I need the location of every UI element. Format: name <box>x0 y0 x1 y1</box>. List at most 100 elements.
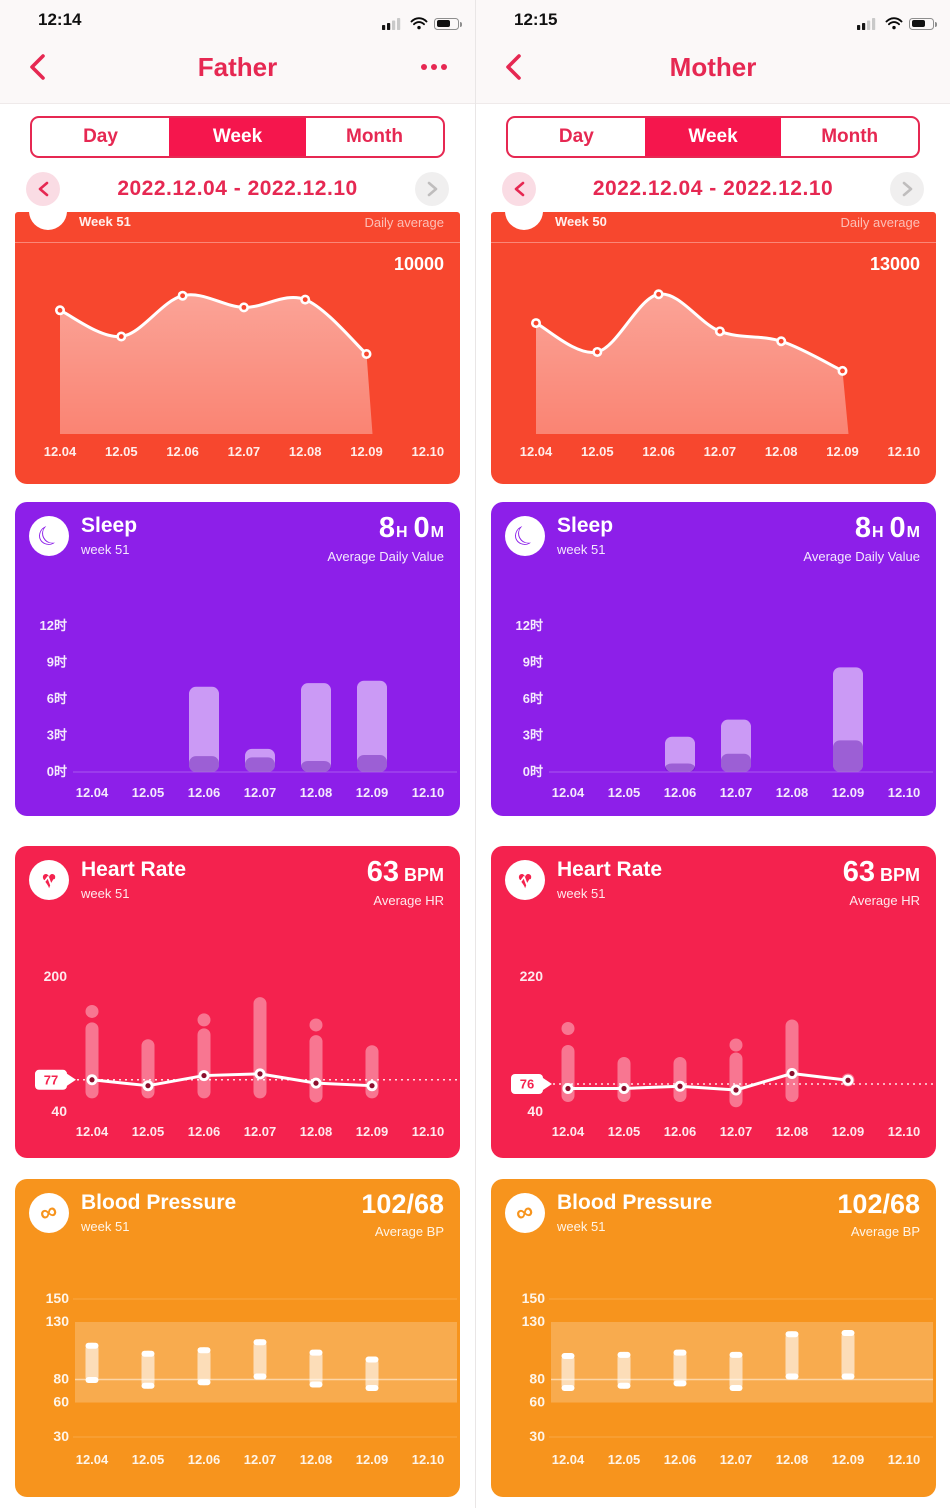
svg-text:12.05: 12.05 <box>132 1452 165 1467</box>
svg-text:12.05: 12.05 <box>608 785 641 800</box>
status-icons <box>382 17 462 30</box>
svg-text:130: 130 <box>46 1313 70 1329</box>
svg-text:12.06: 12.06 <box>664 785 697 800</box>
app-header: Father <box>0 32 475 104</box>
clock: 12:15 <box>514 10 558 29</box>
blood-pressure-icon: ∞ <box>505 1193 545 1233</box>
status-bar: 12:14 <box>0 0 475 32</box>
chevron-right-icon <box>902 181 912 197</box>
svg-text:30: 30 <box>53 1428 69 1444</box>
pulse-line-icon <box>38 876 60 886</box>
tab-week[interactable]: Week <box>644 118 782 156</box>
card-title: Blood Pressure <box>557 1191 713 1214</box>
more-menu-button[interactable] <box>421 64 447 70</box>
heart-rate-chart: 200 40 77 12.04 12.05 12.06 12.07 12.08 12.09 12.… <box>35 968 457 1139</box>
card-week-label: week 51 <box>557 886 606 901</box>
svg-text:77: 77 <box>44 1072 58 1087</box>
card-title: Sleep <box>81 514 138 537</box>
svg-text:12.07: 12.07 <box>704 444 737 459</box>
bp-value: 102/68 <box>361 1189 444 1219</box>
tab-month[interactable]: Month <box>821 126 879 147</box>
steps-week-label: Week 51 <box>79 214 131 229</box>
svg-text:12.10: 12.10 <box>412 1452 445 1467</box>
svg-text:12.04: 12.04 <box>552 1452 585 1467</box>
period-tabs: Day Week Month <box>506 116 920 158</box>
sleep-chart: 12时 9时 6时 3时 0时 12.04 12.05 12.06 12.07 12.08 12.0… <box>516 618 933 800</box>
tab-week[interactable]: Week <box>169 118 306 156</box>
card-title: Sleep <box>557 514 614 537</box>
tab-month[interactable]: Month <box>346 126 403 147</box>
svg-text:12.08: 12.08 <box>776 1452 809 1467</box>
svg-text:12.06: 12.06 <box>188 1452 221 1467</box>
svg-text:130: 130 <box>522 1313 546 1329</box>
heart-card-header: ♥ Heart Rate week 51 63 BPM Average HR <box>15 846 460 936</box>
sleep-card: ☾ Sleep week 51 8H 0M Average Daily Value… <box>15 502 460 816</box>
tab-day[interactable]: Day <box>83 126 118 147</box>
heart-rate-card: ♥ Heart Rate week 51 63 BPM Average HR 20… <box>15 846 460 1158</box>
svg-text:12.05: 12.05 <box>132 1124 165 1139</box>
svg-text:12.08: 12.08 <box>776 785 809 800</box>
sleep-subtitle: Average Daily Value <box>327 549 444 564</box>
svg-text:40: 40 <box>51 1103 67 1119</box>
sleep-value: 8H 0M <box>854 512 920 544</box>
svg-text:12.07: 12.07 <box>244 1452 277 1467</box>
card-week-label: week 51 <box>81 886 130 901</box>
heart-rate-value: 63 BPM <box>842 856 920 888</box>
steps-icon <box>29 212 67 230</box>
prev-week-button[interactable] <box>502 172 536 206</box>
card-title: Heart Rate <box>81 858 187 881</box>
date-range: 2022.12.04 - 2022.12.10 <box>592 177 834 200</box>
steps-average-value: 10000 <box>393 254 444 274</box>
svg-text:0时: 0时 <box>47 764 67 779</box>
blood-pressure-card: ∞ Blood Pressure week 51 102/68 Average … <box>15 1179 460 1497</box>
svg-text:12.05: 12.05 <box>608 1452 641 1467</box>
card-title: Blood Pressure <box>81 1191 237 1214</box>
svg-text:12.05: 12.05 <box>608 1124 641 1139</box>
svg-text:9时: 9时 <box>47 654 67 669</box>
moon-icon: ☾ <box>505 516 545 556</box>
sleep-chart: 12时 9时 6时 3时 0时 12.04 12.05 12.06 12.07 12.08 12.0… <box>40 618 457 800</box>
chevron-right-icon <box>427 181 437 197</box>
svg-text:12.04: 12.04 <box>76 1452 109 1467</box>
svg-text:12.04: 12.04 <box>76 1124 109 1139</box>
sleep-card-header: ☾ Sleep week 51 8H 0M Average Daily Value <box>491 502 936 592</box>
date-range: 2022.12.04 - 2022.12.10 <box>117 177 358 200</box>
tab-day[interactable]: Day <box>558 126 594 147</box>
back-button[interactable] <box>28 54 46 80</box>
cards-scroll-area[interactable]: Week 51 Daily average 10000 12.04 12.05 12… <box>0 212 475 1497</box>
svg-text:12.10: 12.10 <box>412 444 445 459</box>
divider <box>491 242 936 243</box>
svg-text:12.05: 12.05 <box>105 444 138 459</box>
steps-average-value: 13000 <box>869 254 920 274</box>
next-week-button[interactable] <box>890 172 924 206</box>
cellular-signal-icon <box>382 17 401 30</box>
svg-text:0时: 0时 <box>523 764 543 779</box>
cards-scroll-area[interactable]: Week 50 Daily average 13000 12.04 12.05 12… <box>476 212 950 1497</box>
app-header: Mother <box>476 32 950 104</box>
battery-icon <box>909 17 937 30</box>
svg-text:12.07: 12.07 <box>244 1124 277 1139</box>
card-week-label: week 51 <box>81 1219 130 1234</box>
next-week-button[interactable] <box>415 172 449 206</box>
sleep-card-header: ☾ Sleep week 51 8H 0M Average Daily Value <box>15 502 460 592</box>
period-tabs: Day Week Month <box>30 116 445 158</box>
svg-text:150: 150 <box>46 1290 70 1306</box>
heart-icon: ♥ <box>29 860 69 900</box>
svg-text:12.07: 12.07 <box>720 1452 753 1467</box>
steps-card: Week 50 Daily average 13000 12.04 12.05 12… <box>491 212 936 484</box>
svg-text:12.10: 12.10 <box>412 1124 445 1139</box>
svg-text:6时: 6时 <box>47 691 67 706</box>
svg-text:12.08: 12.08 <box>289 444 322 459</box>
svg-text:12.10: 12.10 <box>888 444 921 459</box>
wifi-icon <box>885 17 903 30</box>
svg-text:60: 60 <box>53 1394 69 1410</box>
svg-text:12.07: 12.07 <box>720 785 753 800</box>
date-navigation: 2022.12.04 - 2022.12.10 <box>476 166 950 212</box>
svg-text:80: 80 <box>529 1371 545 1387</box>
back-button[interactable] <box>504 54 522 80</box>
svg-text:150: 150 <box>522 1290 546 1306</box>
prev-week-button[interactable] <box>26 172 60 206</box>
svg-text:12.07: 12.07 <box>720 1124 753 1139</box>
sleep-card: ☾ Sleep week 51 8H 0M Average Daily Value… <box>491 502 936 816</box>
svg-text:3时: 3时 <box>47 727 67 742</box>
